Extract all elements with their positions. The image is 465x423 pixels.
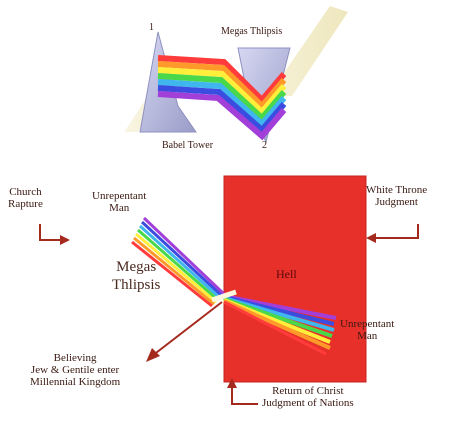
prism-label-2: 2 <box>262 140 267 151</box>
return-of-christ-line-1: Return of Christ <box>272 385 344 397</box>
white-throne-arrow <box>366 224 419 243</box>
white-throne-line-1: White Throne <box>366 184 428 196</box>
church-rapture-arrow <box>39 224 70 245</box>
believing-arrow <box>146 301 223 362</box>
church-rapture-line-1: Church <box>9 186 42 198</box>
unrepentant-man-right-line-1: Unrepentant <box>340 318 395 330</box>
return-of-christ-label: Return of Christ Judgment of Nations <box>262 385 354 409</box>
unrepentant-man-right-line-2: Man <box>357 330 378 342</box>
hell-label: Hell <box>276 267 297 281</box>
believing-label: Believing Jew & Gentile enter Millennial… <box>30 352 120 388</box>
unrepentant-man-top-line-2: Man <box>109 202 130 214</box>
dispersed-spectrum-beam <box>223 294 337 356</box>
unrepentant-man-top-line-1: Unrepentant <box>92 190 147 202</box>
hell-box <box>223 175 367 383</box>
believing-line-3: Millennial Kingdom <box>30 376 121 388</box>
white-light-through <box>211 289 237 303</box>
believing-line-2: Jew & Gentile enter <box>30 364 120 376</box>
white-light-beam <box>268 6 348 96</box>
megas-thlipsis-line-1: Megas <box>116 259 157 275</box>
top-prism-illustration <box>124 6 348 144</box>
megas-thlipsis-top-label: Megas Thlipsis <box>221 26 283 37</box>
return-of-christ-line-2: Judgment of Nations <box>262 397 354 409</box>
babel-tower-label: Babel Tower <box>162 140 214 151</box>
incoming-spectrum-beam <box>131 216 226 308</box>
unrepentant-man-top-label: Unrepentant Man <box>92 190 146 214</box>
church-rapture-line-2: Rapture <box>8 198 43 210</box>
white-throne-label: White Throne Judgment <box>366 184 427 208</box>
believing-line-1: Believing <box>53 352 97 364</box>
prism-label-1: 1 <box>149 22 154 33</box>
church-rapture-label: Church Rapture <box>8 186 43 210</box>
unrepentant-man-right-label: Unrepentant Man <box>340 318 394 342</box>
megas-thlipsis-line-2: Thlipsis <box>112 277 161 293</box>
rainbow-spectrum <box>157 55 287 141</box>
white-throne-line-2: Judgment <box>375 196 418 208</box>
return-of-christ-arrow <box>227 378 258 405</box>
megas-thlipsis-bottom-label: Megas Thlipsis <box>112 258 160 294</box>
